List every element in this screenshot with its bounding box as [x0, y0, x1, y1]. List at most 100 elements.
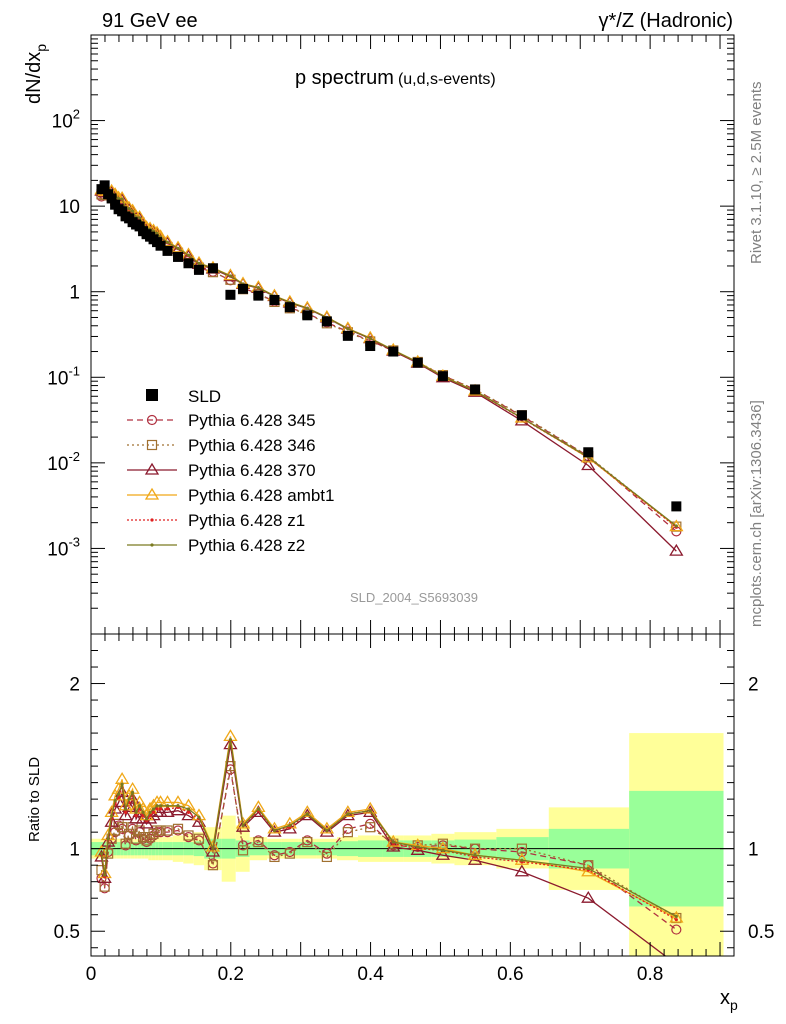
ratio-series-point: [253, 836, 264, 848]
data-point: [583, 447, 594, 458]
series-point: [346, 327, 350, 331]
ratio-series-point: [473, 853, 477, 857]
data-point: [365, 341, 376, 352]
data-point: [99, 180, 110, 191]
ratio-series-point: [127, 797, 131, 801]
ratio-series-point: [141, 835, 152, 846]
ratio-series-point: [110, 814, 114, 818]
ratio-series-point: [193, 833, 205, 844]
series-point: [228, 274, 233, 278]
rivet-version-label: Rivet 3.1.10, ≥ 2.5M events: [748, 82, 765, 265]
ratio-series-point: [151, 810, 156, 814]
ratio-series-point: [340, 805, 355, 817]
data-point: [162, 245, 173, 256]
ratio-series-point: [669, 910, 684, 923]
ratio-series-point: [267, 824, 282, 837]
ratio-series-point: [223, 737, 238, 750]
legend-marker: [144, 462, 160, 475]
ratio-series-point: [134, 814, 138, 818]
ratio-series-point: [158, 804, 163, 808]
ratio-series-point: [158, 807, 163, 811]
ratio-series-point: [520, 858, 524, 862]
ratio-series-point: [674, 918, 678, 922]
series-point: [130, 209, 135, 213]
ratio-series-point: [134, 810, 138, 814]
y-tick-label: 10-2: [47, 449, 80, 475]
ratio-series-point: [137, 832, 149, 843]
y-tick-label: 1: [69, 283, 80, 304]
ratio-series-point: [176, 804, 180, 808]
ratio-series-point: [103, 873, 107, 877]
ratio-tick-label-left: 0.5: [54, 922, 80, 943]
legend-label: Pythia 6.428 346: [188, 436, 316, 455]
series-point: [256, 286, 260, 290]
ratio-series-point: [134, 825, 145, 836]
series-point: [117, 197, 121, 201]
data-point: [302, 310, 313, 321]
ratio-tick-label-left: 2: [69, 675, 80, 696]
ratio-series-point: [148, 828, 159, 839]
series-point: [368, 336, 372, 340]
ratio-series-point: [514, 864, 530, 877]
ratio-tick-label-right: 1: [748, 840, 759, 861]
data-point: [412, 357, 423, 368]
ratio-series-point: [581, 890, 596, 903]
ratio-series-point: [386, 834, 401, 847]
data-point: [155, 240, 166, 251]
x-tick-label: 0.2: [218, 964, 244, 985]
ratio-series-point: [113, 799, 117, 803]
main-plot: 10-3 10-2 10-1 1 10 102 p spectrum (u,d,s-even…: [23, 34, 735, 635]
ratio-series-point: [205, 839, 221, 852]
ratio-series-point: [144, 832, 156, 843]
series-point: [581, 458, 596, 471]
legend: SLD Pythia 6.428 345 Pythia 6.428 346 Pythi…: [127, 387, 334, 555]
data-point: [106, 193, 117, 204]
ratio-series-point: [342, 827, 353, 838]
ratio-series-point: [165, 807, 170, 811]
ratio-series-point: [671, 924, 682, 935]
ratio-series-point: [128, 811, 144, 824]
x-tick-label: 0.6: [497, 964, 523, 985]
ratio-series-point: [237, 845, 249, 856]
ratio-series-point: [130, 790, 135, 795]
data-point: [225, 289, 236, 300]
series-point: [127, 207, 131, 211]
legend-marker: [150, 518, 154, 522]
ratio-series-point: [368, 809, 372, 813]
legend-label: Pythia 6.428 z2: [188, 536, 305, 555]
ratio-series-point: [148, 810, 152, 814]
ratio-series-point: [123, 807, 128, 811]
chart-title: p spectrum (u,d,s-events): [295, 67, 496, 89]
legend-label: Pythia 6.428 z1: [188, 511, 305, 530]
ratio-series-point: [155, 804, 159, 808]
ratio-tick-label-left: 1: [69, 840, 80, 861]
ratio-series-point: [130, 833, 142, 844]
data-point: [117, 206, 128, 217]
ratio-series-point: [256, 807, 260, 811]
ratio-y-axis-label: Ratio to SLD: [26, 757, 43, 842]
main-axes: 10-3 10-2 10-1 1 10 102: [47, 34, 734, 635]
ratio-series-point: [514, 852, 530, 865]
ratio-series-point: [435, 841, 451, 854]
mcplots-credit-label: mcplots.cern.ch [arXiv:1306.3436]: [748, 400, 765, 627]
legend-marker: [144, 487, 160, 500]
ratio-series-point: [186, 810, 191, 814]
data-point: [388, 346, 399, 357]
ratio-series-point: [151, 807, 156, 811]
ratio-series-point: [288, 823, 292, 828]
legend-label: Pythia 6.428 ambt1: [188, 486, 334, 505]
ratio-series-point: [207, 860, 219, 871]
ratio-series-point: [670, 958, 682, 968]
ratio-axes: 0 0.2 0.4 0.6 0.8 0.5 0.5 1 1 2 2: [54, 634, 774, 985]
analysis-id: SLD_2004_S5693039: [350, 590, 478, 605]
x-axis-label: xp: [720, 987, 738, 1013]
y-tick-label: 102: [52, 107, 80, 133]
data-point: [183, 258, 194, 269]
ratio-series-point: [235, 819, 251, 832]
ratio-series-point: [106, 837, 110, 841]
ratio-series-point: [305, 812, 309, 816]
data-point: [470, 384, 481, 395]
ratio-series-point: [120, 782, 124, 786]
ratio-series-point: [435, 848, 451, 860]
